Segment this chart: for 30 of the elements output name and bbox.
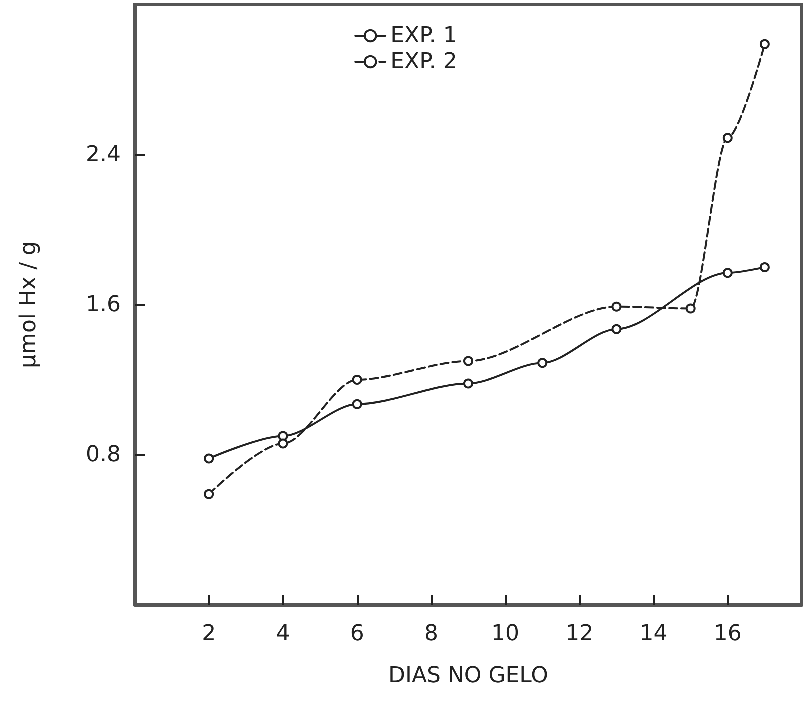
x-tick-label: 4: [276, 622, 290, 646]
legend-label: EXP. 2: [390, 50, 458, 74]
point: [352, 375, 362, 385]
point: [612, 324, 622, 334]
x-tick-label: 16: [714, 622, 742, 646]
point: [722, 268, 733, 278]
y-axis-title: µmol Hx / g: [16, 242, 42, 368]
x-tick-label: 6: [350, 622, 364, 646]
point: [352, 399, 362, 410]
legend-label: EXP. 1: [390, 24, 458, 48]
point: [612, 302, 622, 312]
x-tick-label: 8: [424, 622, 438, 646]
point: [538, 358, 548, 368]
y-tick-label: 0.8: [86, 442, 121, 468]
x-tick-label: 12: [566, 622, 594, 646]
point: [464, 378, 474, 389]
y-tick-label: 2.4: [86, 142, 121, 168]
point: [722, 133, 733, 144]
point: [760, 262, 770, 272]
point: [686, 304, 696, 314]
point: [278, 438, 288, 449]
point: [204, 454, 214, 464]
point: [204, 489, 214, 500]
x-tick-label: 14: [640, 622, 668, 646]
y-tick-label: 1.6: [86, 292, 121, 318]
point: [464, 356, 474, 366]
x-axis-title: DIAS NO GELO: [388, 664, 548, 688]
x-tick-label: 2: [202, 622, 216, 646]
point: [760, 39, 770, 50]
x-tick-label: 10: [492, 622, 520, 646]
